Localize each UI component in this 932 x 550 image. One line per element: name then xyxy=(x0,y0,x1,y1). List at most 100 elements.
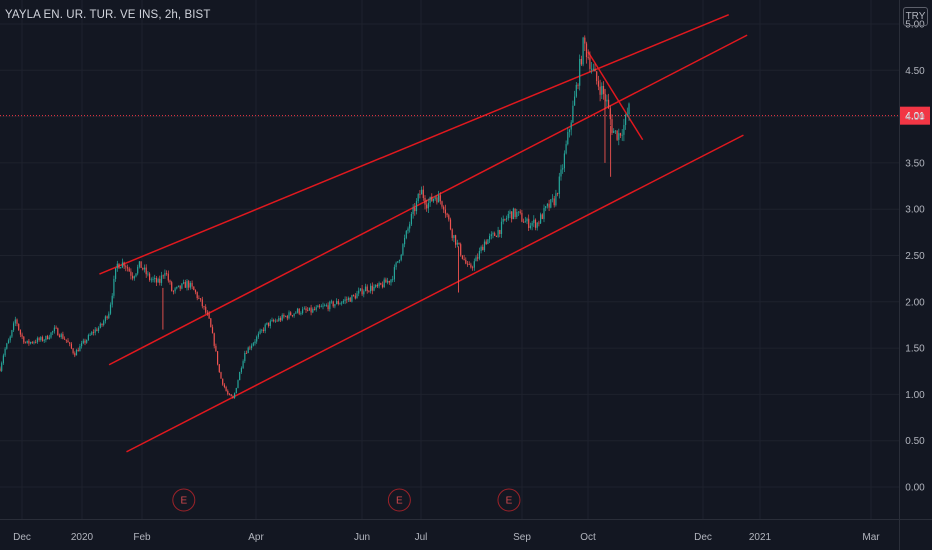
candle xyxy=(494,231,496,237)
candle xyxy=(67,338,69,343)
candle-body xyxy=(354,295,356,299)
candle xyxy=(86,339,88,344)
candle-body xyxy=(121,262,123,268)
candle xyxy=(353,294,355,297)
candle-body xyxy=(477,257,479,259)
candle-body xyxy=(67,340,69,343)
candle-body xyxy=(240,368,242,372)
candle xyxy=(145,264,147,278)
candle-body xyxy=(96,329,98,331)
candle xyxy=(181,282,183,290)
candle-body xyxy=(38,338,40,340)
candle-body xyxy=(283,314,285,317)
candle-body xyxy=(57,328,59,336)
candle-body xyxy=(497,230,499,238)
candle-body xyxy=(380,283,382,285)
candle-body xyxy=(596,71,598,82)
candle xyxy=(121,258,123,269)
earnings-marker[interactable]: E xyxy=(497,488,521,512)
earnings-marker[interactable]: E xyxy=(172,488,196,512)
candle-body xyxy=(261,329,263,331)
candle xyxy=(383,277,385,288)
candle xyxy=(363,289,365,298)
candle-body xyxy=(103,321,105,325)
candle-body xyxy=(472,267,474,269)
candle xyxy=(540,212,542,225)
candle xyxy=(489,233,491,244)
candle xyxy=(385,277,387,283)
candle-body xyxy=(298,308,300,314)
candle xyxy=(521,209,523,223)
candle-body xyxy=(424,197,426,205)
candle xyxy=(218,364,220,373)
candle-body xyxy=(388,280,390,283)
candle-body xyxy=(465,259,467,264)
candle xyxy=(351,294,353,303)
trend-line[interactable] xyxy=(587,51,644,141)
candle-body xyxy=(281,314,283,321)
candle-body xyxy=(302,309,304,314)
candle xyxy=(211,324,214,334)
candle xyxy=(478,247,480,261)
candle xyxy=(502,215,504,225)
candle-body xyxy=(189,283,191,288)
candle xyxy=(419,189,421,199)
candle-body xyxy=(30,342,32,344)
candle xyxy=(397,261,399,264)
currency-button[interactable]: TRY xyxy=(903,7,928,26)
candle xyxy=(184,279,186,288)
candle-body xyxy=(210,318,212,328)
candle xyxy=(140,261,142,268)
candle xyxy=(550,199,552,209)
candle xyxy=(347,296,350,303)
candle-body xyxy=(211,327,214,334)
candle-body xyxy=(245,353,248,354)
candle-body xyxy=(626,114,628,116)
candle-body xyxy=(81,343,83,347)
candle-body xyxy=(392,279,394,281)
trend-line[interactable] xyxy=(99,14,730,275)
candle xyxy=(376,283,378,289)
candle xyxy=(584,35,586,52)
candle xyxy=(244,350,246,364)
candle xyxy=(329,300,331,312)
candle-body xyxy=(273,320,275,322)
candle-body xyxy=(109,304,112,314)
candle xyxy=(254,339,256,346)
candle-body xyxy=(55,327,57,329)
trend-line[interactable] xyxy=(126,134,744,453)
candle-body xyxy=(256,336,258,342)
candle xyxy=(249,345,251,351)
candle-body xyxy=(334,304,336,307)
x-axis-tick-label: Jul xyxy=(415,532,428,543)
candle-body xyxy=(99,323,101,328)
candle-body xyxy=(398,259,401,262)
candle xyxy=(125,264,127,272)
candle xyxy=(123,261,125,270)
candle-body xyxy=(69,342,71,344)
candle-body xyxy=(115,268,117,279)
candle-body xyxy=(155,277,157,283)
candle-body xyxy=(591,68,593,70)
candle xyxy=(220,371,222,379)
candle xyxy=(585,41,588,64)
candle-body xyxy=(147,273,149,275)
candle-body xyxy=(589,57,591,69)
candle xyxy=(597,75,599,91)
candle-body xyxy=(533,219,535,223)
candle xyxy=(346,296,348,304)
candle-body xyxy=(405,230,407,238)
candle xyxy=(378,281,380,289)
candle xyxy=(232,395,234,399)
candle-body xyxy=(31,342,33,343)
candle-body xyxy=(597,81,599,87)
candle xyxy=(485,239,487,245)
candle xyxy=(9,335,11,343)
candle xyxy=(388,280,390,285)
candle xyxy=(336,298,338,305)
candle xyxy=(551,194,554,203)
earnings-marker[interactable]: E xyxy=(387,488,411,512)
candle xyxy=(517,211,520,217)
candle-body xyxy=(614,130,616,132)
